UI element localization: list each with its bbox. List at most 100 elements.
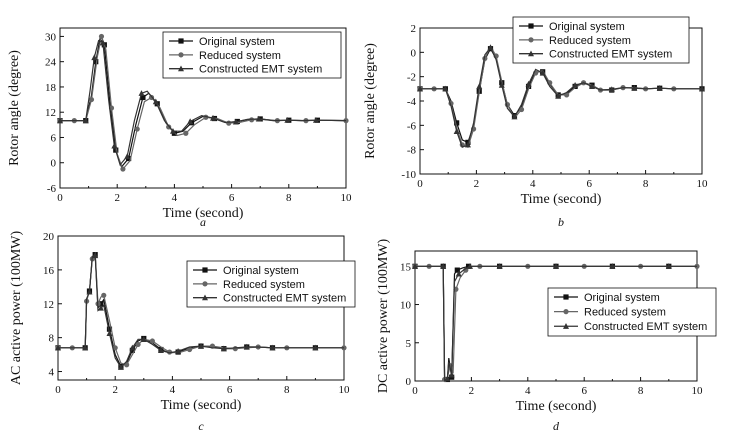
data-point-b-2 — [511, 113, 518, 120]
data-point-a-1 — [120, 166, 126, 172]
data-point-b-2 — [487, 44, 494, 51]
data-point-d-0 — [454, 267, 460, 273]
x-tick-label-a: 4 — [172, 192, 178, 204]
data-point-b-2 — [453, 128, 460, 135]
y-axis-label-c: AC active power (100MW) — [9, 230, 24, 385]
data-point-b-2 — [631, 85, 638, 91]
data-point-b-2 — [589, 83, 596, 89]
data-point-a-1 — [343, 118, 349, 124]
data-point-a-2 — [284, 117, 291, 123]
y-tick-label-a: 24 — [45, 57, 57, 69]
y-tick-label-b: -4 — [407, 96, 417, 108]
data-point-b-2 — [608, 86, 615, 93]
data-point-c-0 — [98, 301, 104, 307]
x-axis-label-b: Time (second) — [521, 192, 602, 207]
legend-marker-a-0 — [178, 38, 184, 44]
legend-label-a-0: Original system — [199, 36, 275, 48]
data-point-b-2 — [699, 85, 705, 92]
data-point-c-2 — [82, 344, 89, 351]
data-point-a-2 — [255, 115, 262, 122]
y-tick-label-b: -2 — [407, 72, 416, 84]
panel-caption-b: b — [558, 215, 564, 229]
legend-label-a-1: Reduced system — [199, 50, 281, 62]
y-tick-label-b: 0 — [411, 47, 417, 59]
data-point-c-2 — [92, 252, 99, 259]
data-point-a-2 — [99, 39, 106, 46]
y-tick-label-c: 20 — [43, 231, 55, 243]
y-tick-label-b: -6 — [407, 120, 417, 132]
legend-label-c-0: Original system — [223, 265, 299, 277]
y-tick-label-b: 2 — [411, 23, 417, 35]
data-point-d-2 — [448, 371, 455, 378]
data-point-c-1 — [112, 345, 118, 351]
legend-marker-d-1 — [563, 309, 569, 315]
data-point-d-2 — [440, 263, 447, 269]
x-tick-label-b: 4 — [530, 178, 536, 190]
data-point-c-1 — [101, 292, 107, 298]
x-tick-label-d: 0 — [412, 385, 418, 397]
data-point-a-0 — [93, 59, 99, 65]
data-point-a-2 — [210, 114, 217, 121]
y-axis-label-a: Rotor angle (degree) — [7, 50, 22, 166]
panel-caption-c: c — [198, 419, 204, 433]
x-tick-label-d: 10 — [692, 385, 704, 397]
y-tick-label-c: 8 — [49, 333, 55, 345]
data-point-d-2 — [412, 263, 418, 269]
data-point-a-2 — [169, 127, 176, 134]
data-point-a-2 — [152, 98, 159, 105]
data-point-a-2 — [232, 118, 239, 125]
x-tick-label-c: 6 — [227, 384, 233, 396]
data-point-b-2 — [417, 85, 423, 92]
data-point-c-2 — [86, 288, 93, 295]
data-point-b-0 — [454, 120, 460, 126]
data-point-b-2 — [498, 81, 505, 88]
x-tick-label-a: 6 — [229, 192, 235, 204]
data-point-b-2 — [464, 141, 471, 148]
y-tick-label-a: 0 — [51, 158, 57, 170]
x-tick-label-d: 8 — [638, 385, 644, 397]
data-point-c-2 — [269, 344, 276, 351]
data-point-a-2 — [124, 153, 131, 160]
legend-marker-b-2 — [528, 50, 534, 57]
data-point-b-2 — [555, 92, 562, 99]
y-tick-label-a: 12 — [45, 107, 56, 119]
data-point-d-2 — [466, 263, 473, 269]
y-tick-label-c: 16 — [43, 265, 55, 277]
data-point-a-1 — [183, 130, 189, 136]
data-point-c-1 — [186, 346, 193, 353]
data-point-c-2 — [129, 344, 136, 351]
x-tick-label-c: 10 — [339, 384, 351, 396]
x-tick-label-a: 8 — [286, 192, 292, 204]
legend-marker-a-1 — [178, 52, 184, 58]
data-point-d-2 — [496, 263, 503, 269]
legend-label-c-2: Constructed EMT system — [223, 293, 346, 305]
data-point-a-2 — [312, 117, 319, 123]
data-point-b-2 — [442, 85, 449, 92]
data-point-d-2 — [609, 263, 616, 269]
x-tick-label-b: 0 — [417, 178, 423, 190]
data-point-a-1 — [226, 120, 232, 126]
data-point-c-2 — [198, 342, 204, 349]
data-point-a-2 — [111, 142, 118, 149]
data-point-c-1 — [149, 338, 155, 344]
data-point-a-2 — [82, 117, 89, 124]
data-point-c-2 — [243, 343, 250, 350]
x-axis-label-a: Time (second) — [163, 206, 244, 221]
x-tick-label-a: 0 — [57, 192, 63, 204]
data-point-a-2 — [57, 117, 63, 124]
data-point-c-2 — [312, 344, 319, 351]
legend-label-a-2: Constructed EMT system — [199, 64, 322, 76]
series-line-a-2 — [60, 39, 347, 167]
legend-marker-d-0 — [563, 294, 569, 300]
x-tick-label-a: 10 — [341, 192, 353, 204]
x-tick-label-c: 8 — [284, 384, 290, 396]
data-point-c-2 — [140, 336, 147, 342]
data-point-d-2 — [444, 375, 451, 382]
x-tick-label-b: 6 — [586, 178, 592, 190]
y-tick-label-d: 15 — [400, 261, 412, 273]
legend-label-d-0: Original system — [584, 292, 660, 304]
y-axis-label-b: Rotor angle (degree) — [363, 43, 378, 159]
data-point-d-2 — [665, 263, 672, 269]
legend-marker-d-2 — [563, 323, 569, 329]
